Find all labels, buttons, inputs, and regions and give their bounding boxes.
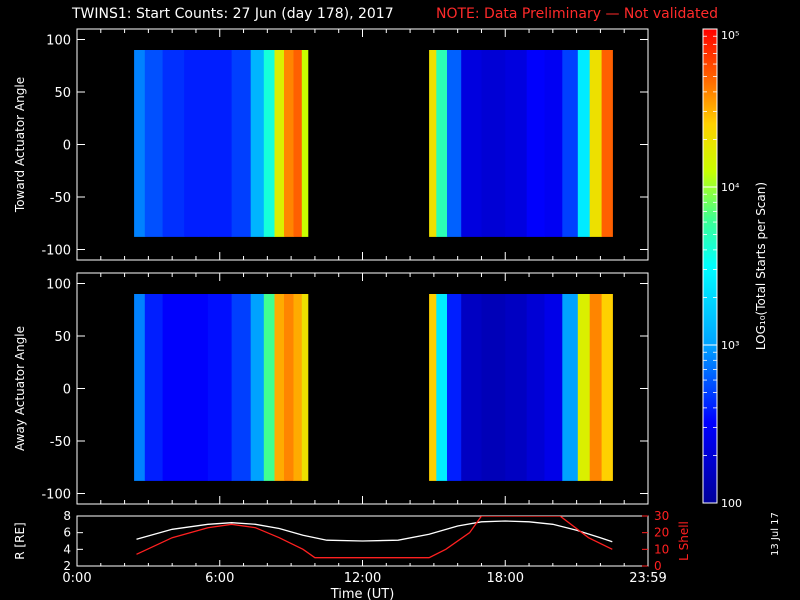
- heatmap-cell: [144, 294, 164, 481]
- y-tick-label: 100: [46, 278, 71, 293]
- x-tick-label: 23:59: [629, 571, 666, 586]
- right-y-tick-label: 30: [654, 509, 669, 523]
- heatmap-cell: [544, 294, 563, 481]
- title-note: NOTE: Data Preliminary — Not validated: [436, 6, 718, 22]
- panel-toward-heatmap: 100 50 0 -50 -100 Toward Actuator Angle: [13, 28, 649, 261]
- heatmap-cell: [284, 50, 295, 237]
- heatmap-cell: [481, 50, 506, 237]
- heatmap-cell: [293, 294, 303, 481]
- colorbar: 10⁵ 10⁴ 10³ 100 LOG₁₀(Total Starts per Scan): [702, 28, 768, 510]
- panel-away-heatmap: 100 50 0 -50 -100 Away Actuator Angle: [13, 272, 649, 505]
- heatmap-cell: [207, 50, 233, 237]
- heatmap-cell: [162, 50, 185, 237]
- heatmap-cell: [274, 294, 285, 481]
- heatmap-cell: [293, 50, 303, 237]
- lshell-line: [136, 516, 613, 559]
- heatmap-cell: [263, 294, 276, 481]
- heatmap-cell: [250, 50, 265, 237]
- x-tick-label: 12:00: [344, 571, 381, 586]
- y-tick-label: -50: [50, 191, 71, 206]
- colorbar-tick-label: 10³: [721, 339, 739, 352]
- heatmap-cell: [601, 50, 613, 237]
- heatmap-cell: [562, 294, 579, 481]
- heatmap-cell: [207, 294, 233, 481]
- y-tick-label: -100: [41, 488, 71, 503]
- heatmap-cell: [589, 294, 603, 481]
- y-tick-label: 50: [54, 86, 71, 101]
- heatmap-cell: [263, 50, 276, 237]
- heatmap-cell: [162, 294, 185, 481]
- heatmap-cell: [301, 50, 309, 237]
- colorbar-tick-label: 10⁵: [721, 29, 739, 42]
- heatmap-cell: [505, 50, 528, 237]
- heatmap-cell: [250, 294, 265, 481]
- y-tick-label: 0: [63, 139, 71, 154]
- y-axis-label: Away Actuator Angle: [13, 326, 27, 451]
- heatmap-cell: [134, 294, 146, 481]
- radius-line: [136, 520, 613, 543]
- x-axis-label: Time (UT): [330, 587, 395, 600]
- heatmap-cell: [429, 294, 437, 481]
- heatmap-cell: [436, 50, 448, 237]
- heatmap-cell: [461, 50, 482, 237]
- x-tick-label: 18:00: [487, 571, 524, 586]
- heatmap-cell: [231, 294, 252, 481]
- heatmap-cell: [577, 294, 591, 481]
- right-y-tick-label: 10: [654, 542, 669, 556]
- heatmap-cell: [505, 294, 528, 481]
- x-tick-label: 6:00: [205, 571, 234, 586]
- heatmap-cell: [589, 50, 603, 237]
- heatmap-cell: [601, 294, 613, 481]
- heatmap-cell: [481, 294, 506, 481]
- heatmap-cell: [461, 294, 482, 481]
- right-y-tick-label: 0: [654, 559, 662, 573]
- colorbar-tick-label: 10⁴: [721, 181, 740, 194]
- colorbar-bar: [702, 28, 718, 504]
- heatmap-cell: [429, 50, 437, 237]
- figure-title: TWINS1: Start Counts: 27 Jun (day 178), …: [0, 0, 800, 22]
- heatmap-cell: [184, 50, 209, 237]
- heatmap-cell: [577, 50, 591, 237]
- heatmap-cell: [274, 50, 285, 237]
- heatmap-cell: [562, 50, 579, 237]
- y-tick-label: -50: [50, 435, 71, 450]
- y-tick-label: 100: [46, 34, 71, 49]
- left-axis-label: R [RE]: [13, 522, 27, 559]
- heatmap-cell: [526, 294, 546, 481]
- left-y-tick-label: 4: [63, 542, 71, 556]
- left-y-tick-label: 6: [63, 526, 71, 540]
- colorbar-tick-label: 100: [721, 497, 742, 510]
- right-y-tick-label: 20: [654, 526, 669, 540]
- title-main: TWINS1: Start Counts: 27 Jun (day 178), …: [72, 6, 394, 22]
- heatmap-cell: [231, 50, 252, 237]
- heatmap-cell: [134, 50, 146, 237]
- right-axis-label: L Shell: [677, 521, 691, 561]
- heatmap-cell: [184, 294, 209, 481]
- x-tick-label: 0:00: [62, 571, 91, 586]
- heatmap-cell: [436, 294, 448, 481]
- y-tick-label: -100: [41, 244, 71, 259]
- left-y-tick-label: 8: [63, 509, 71, 523]
- heatmap-cell: [284, 294, 295, 481]
- heatmap-cell: [144, 50, 164, 237]
- y-tick-label: 0: [63, 383, 71, 398]
- heatmap-cell: [447, 50, 462, 237]
- colorbar-label: LOG₁₀(Total Starts per Scan): [754, 182, 768, 350]
- panel-orbit-lines: 2 4 6 8 0 10 20 30 0:00 6:00 12:00 18:00 23:59 Time (…: [13, 509, 691, 600]
- heatmap-cell: [526, 50, 546, 237]
- heatmap-cell: [447, 294, 462, 481]
- left-y-tick-label: 2: [63, 559, 71, 573]
- heatmap-cell: [301, 294, 309, 481]
- plot-date-stamp: 13 Jul 17: [770, 512, 781, 556]
- heatmap-cell: [544, 50, 563, 237]
- y-axis-label: Toward Actuator Angle: [13, 77, 27, 213]
- y-tick-label: 50: [54, 330, 71, 345]
